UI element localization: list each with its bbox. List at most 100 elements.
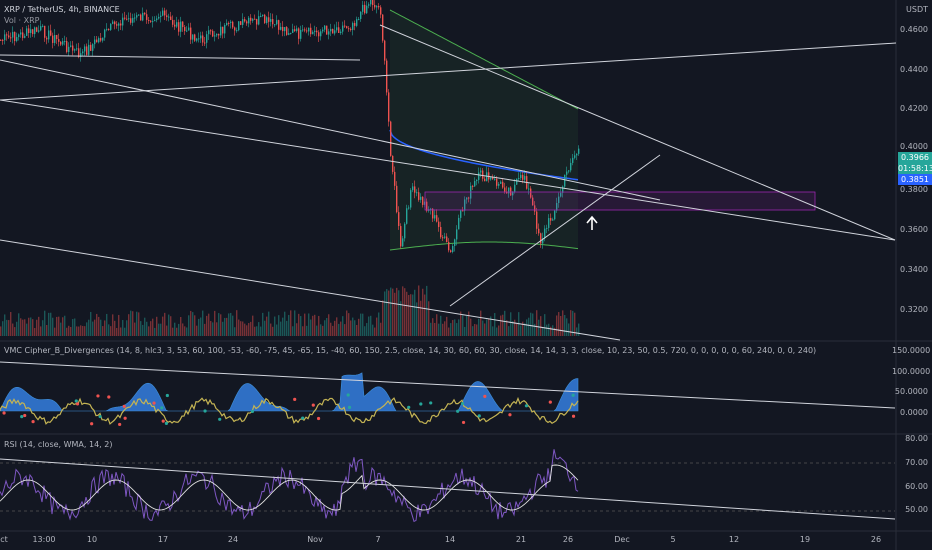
candle-body [462, 210, 464, 212]
candle-body [110, 23, 112, 30]
candle-body [492, 177, 494, 180]
candle-body [174, 24, 176, 27]
candle-body [258, 16, 260, 25]
volume-bar [562, 310, 564, 336]
candle-body [182, 21, 184, 28]
volume-bar [0, 326, 2, 336]
time-label: Nov [307, 535, 323, 544]
candle-body [328, 31, 330, 35]
candle-body [274, 24, 276, 26]
candle-body [560, 192, 562, 197]
volume-bar [74, 318, 76, 336]
volume-bar [162, 316, 164, 336]
candle-body [104, 29, 106, 38]
candle-body [160, 15, 162, 17]
candle-body [200, 35, 202, 39]
volume-bar [206, 315, 208, 336]
volume-bar [242, 321, 244, 336]
candle-body [286, 27, 288, 35]
symbol-title[interactable]: XRP / TetherUS, 4h, BINANCE [4, 5, 120, 14]
candle-body [504, 187, 506, 192]
volume-bar [270, 323, 272, 336]
candle-body [0, 39, 2, 41]
time-label: 12 [728, 535, 740, 544]
candle-body [212, 30, 214, 37]
volume-bar [146, 321, 148, 336]
candle-body [256, 19, 258, 25]
candle-body [114, 21, 116, 25]
bar-countdown-tag: 01:58:13 [898, 163, 932, 174]
volume-bar [446, 316, 448, 336]
candle-body [40, 26, 42, 31]
volume-bar [26, 323, 28, 336]
volume-bar [52, 317, 54, 336]
volume-bar [286, 320, 288, 336]
volume-bar [94, 319, 96, 336]
volume-legend[interactable]: Vol · XRP [4, 16, 40, 25]
volume-bar [184, 326, 186, 336]
volume-bar [288, 314, 290, 336]
cipher-dot [407, 405, 411, 409]
candle-body [230, 21, 232, 23]
candle-body [480, 170, 482, 173]
candle-body [452, 245, 454, 253]
volume-bar [232, 315, 234, 336]
volume-bar [224, 317, 226, 336]
volume-bar [388, 290, 390, 336]
volume-bar [104, 320, 106, 336]
candle-body [404, 223, 406, 239]
volume-bar [328, 314, 330, 336]
candle-body [102, 37, 104, 41]
cipher-dot [74, 399, 78, 403]
candle-body [522, 174, 524, 180]
candle-body [336, 27, 338, 31]
cipher-dot [429, 401, 433, 405]
volume-bar [522, 321, 524, 336]
rsi-indicator-title[interactable]: RSI (14, close, WMA, 14, 2) [4, 440, 113, 449]
candle-body [358, 18, 360, 20]
volume-bar [282, 317, 284, 336]
volume-bar [386, 289, 388, 336]
candle-body [564, 174, 566, 187]
cipher-dot [508, 413, 512, 417]
volume-bar [84, 326, 86, 336]
candle-body [456, 229, 458, 240]
volume-bar [214, 310, 216, 336]
cipher-indicator-title[interactable]: VMC Cipher_B_Divergences (14, 8, hlc3, 3… [4, 346, 817, 355]
candle-body [510, 187, 512, 196]
cipher-dot [118, 422, 122, 427]
volume-bar [120, 327, 122, 336]
upper-band-line [389, 9, 579, 110]
volume-bar [574, 312, 576, 336]
volume-bar [492, 326, 494, 336]
candle-body [414, 186, 416, 193]
volume-bar [226, 317, 228, 336]
candle-body [574, 155, 576, 158]
candle-body [190, 27, 192, 40]
volume-bar [422, 288, 424, 336]
volume-bar [472, 326, 474, 336]
candle-body [54, 35, 56, 43]
cipher-dot [347, 405, 352, 409]
candle-body [374, 5, 376, 8]
candle-body [566, 171, 568, 175]
candle-body [248, 17, 250, 24]
volume-bar [490, 316, 492, 336]
volume-bar [170, 316, 172, 336]
volume-bar [176, 327, 178, 336]
candle-body [344, 25, 346, 27]
cipher-dot [218, 417, 222, 421]
volume-bar [308, 313, 310, 336]
candle-body [572, 157, 574, 163]
candle-body [128, 18, 130, 20]
candle-body [320, 31, 322, 37]
candle-body [116, 24, 118, 26]
candle-body [464, 199, 466, 211]
candle-body [466, 197, 468, 200]
time-label: 19 [799, 535, 811, 544]
volume-bar [296, 323, 298, 336]
volume-bar [178, 323, 180, 336]
volume-bar [70, 326, 72, 336]
